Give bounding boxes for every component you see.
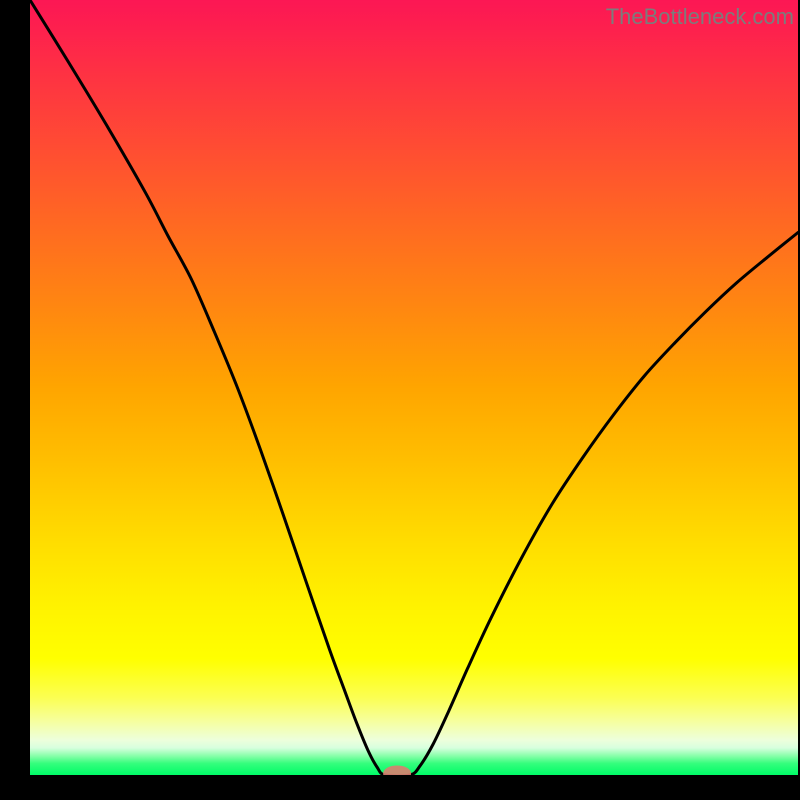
bottleneck-curve-chart	[0, 0, 800, 800]
watermark-text: TheBottleneck.com	[606, 4, 794, 30]
chart-root: TheBottleneck.com	[0, 0, 800, 800]
gradient-background	[30, 0, 798, 775]
optimal-point-marker	[383, 765, 411, 781]
